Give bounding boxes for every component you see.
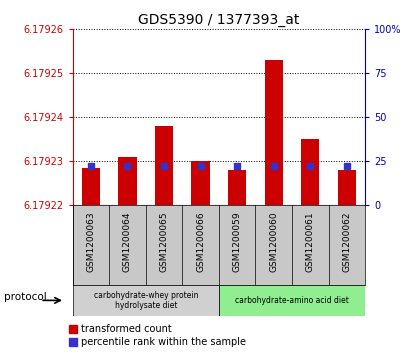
Bar bbox=[228, 170, 247, 205]
Title: GDS5390 / 1377393_at: GDS5390 / 1377393_at bbox=[138, 13, 300, 26]
Text: carbohydrate-amino acid diet: carbohydrate-amino acid diet bbox=[235, 296, 349, 305]
Text: GSM1200065: GSM1200065 bbox=[159, 212, 168, 272]
Text: GSM1200064: GSM1200064 bbox=[123, 212, 132, 272]
Text: GSM1200066: GSM1200066 bbox=[196, 212, 205, 272]
Text: GSM1200062: GSM1200062 bbox=[342, 212, 352, 272]
Bar bbox=[338, 170, 356, 205]
Text: GSM1200063: GSM1200063 bbox=[86, 212, 95, 272]
Text: carbohydrate-whey protein
hydrolysate diet: carbohydrate-whey protein hydrolysate di… bbox=[93, 291, 198, 310]
Text: GSM1200060: GSM1200060 bbox=[269, 212, 278, 272]
Bar bbox=[82, 168, 100, 205]
Text: GSM1200059: GSM1200059 bbox=[233, 212, 242, 272]
Bar bbox=[301, 139, 320, 205]
Bar bbox=[155, 126, 173, 205]
Bar bbox=[118, 157, 137, 205]
Text: protocol: protocol bbox=[4, 292, 47, 302]
Bar bbox=[73, 285, 219, 316]
Bar bbox=[265, 60, 283, 205]
Bar bbox=[219, 285, 365, 316]
Text: GSM1200061: GSM1200061 bbox=[306, 212, 315, 272]
Bar bbox=[191, 161, 210, 205]
Legend: transformed count, percentile rank within the sample: transformed count, percentile rank withi… bbox=[69, 324, 246, 347]
